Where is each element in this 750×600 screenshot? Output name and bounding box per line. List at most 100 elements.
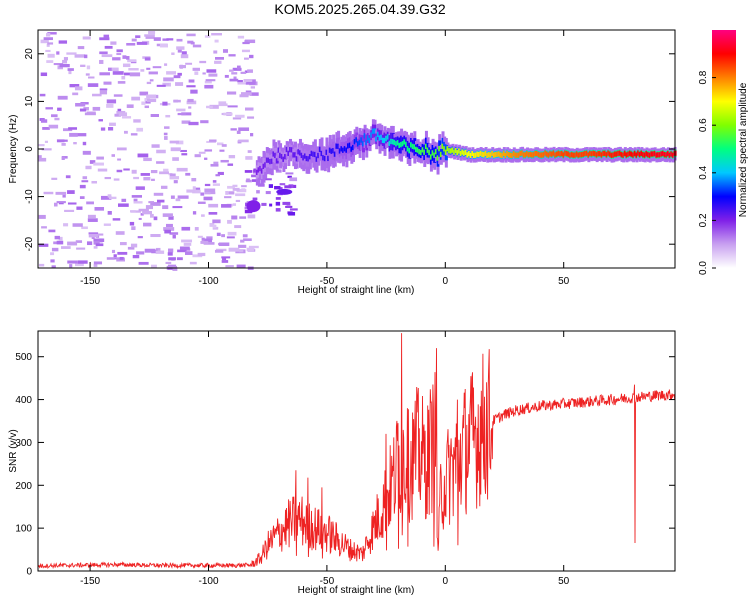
- ridge-core: [622, 152, 626, 158]
- ridge-core: [408, 148, 412, 154]
- ridge-core: [388, 140, 392, 146]
- ridge-core: [262, 163, 266, 169]
- noise-cell: [116, 258, 125, 262]
- noise-cell: [91, 180, 98, 184]
- ridge-core: [282, 156, 286, 162]
- ridge-core: [577, 152, 581, 158]
- noise-cell: [175, 140, 184, 145]
- ridge-core: [564, 150, 568, 156]
- ridge-core: [287, 150, 291, 157]
- noise-cell: [261, 202, 267, 206]
- noise-cell: [200, 120, 209, 124]
- noise-cell: [121, 75, 126, 80]
- noise-cell: [229, 69, 234, 72]
- noise-cell: [241, 188, 246, 192]
- noise-cell: [200, 241, 209, 244]
- noise-cell: [172, 157, 179, 161]
- noise-cell: [176, 108, 186, 112]
- noise-cell: [169, 173, 176, 178]
- noise-cell: [170, 147, 181, 152]
- noise-cell: [221, 256, 231, 259]
- noise-cell: [247, 69, 253, 73]
- ridge-core: [298, 150, 302, 156]
- ridge-core: [410, 142, 414, 148]
- ridge-core: [290, 147, 294, 153]
- noise-cell: [73, 142, 77, 145]
- ridge-core: [531, 152, 535, 158]
- noise-cell: [112, 57, 121, 61]
- noise-cell: [132, 254, 140, 259]
- noise-cell: [216, 232, 221, 237]
- noise-cell: [38, 155, 42, 159]
- ridge-core: [567, 151, 571, 157]
- ridge-core: [572, 152, 576, 158]
- noise-cell: [93, 241, 100, 245]
- ridge-core: [628, 150, 632, 156]
- noise-cell: [208, 73, 218, 77]
- noise-cell: [215, 174, 220, 177]
- noise-cell: [285, 172, 294, 175]
- noise-cell: [179, 65, 186, 69]
- ridge-core: [385, 135, 389, 142]
- chart-title: KOM5.2025.265.04.39.G32: [274, 1, 446, 17]
- ridge-core: [642, 152, 646, 158]
- noise-cell: [247, 214, 256, 219]
- noise-cell: [173, 75, 181, 79]
- noise-cell: [113, 254, 117, 258]
- noise-cell: [149, 79, 154, 82]
- ridge-core: [658, 152, 662, 158]
- ridge-core: [645, 151, 649, 157]
- noise-cell: [93, 162, 104, 166]
- noise-cell: [244, 39, 256, 44]
- noise-cell: [100, 127, 106, 131]
- noise-cell: [197, 201, 206, 204]
- noise-cell: [140, 173, 150, 176]
- noise-cell: [238, 127, 250, 131]
- noise-cell: [218, 242, 230, 247]
- noise-cell: [97, 238, 103, 243]
- noise-cell: [224, 196, 232, 199]
- noise-cell: [61, 246, 71, 249]
- ridge-core: [554, 152, 558, 158]
- noise-cell: [40, 39, 49, 44]
- noise-cell: [76, 206, 83, 210]
- noise-cell: [127, 59, 137, 63]
- noise-cell: [67, 260, 78, 264]
- noise-cell: [117, 158, 122, 161]
- noise-cell: [86, 201, 94, 205]
- noise-cell: [181, 120, 191, 124]
- noise-cell: [99, 88, 108, 91]
- noise-cell: [67, 68, 74, 71]
- ridge-core: [516, 152, 520, 158]
- ridge-core: [274, 152, 278, 159]
- ridge-core: [317, 152, 321, 159]
- noise-cell: [235, 199, 241, 202]
- noise-cell: [250, 133, 254, 137]
- noise-cell: [148, 30, 156, 35]
- noise-cell: [74, 86, 83, 91]
- noise-cell: [41, 148, 52, 151]
- ridge-core: [550, 151, 554, 157]
- ridge-core: [589, 150, 593, 157]
- ridge-core: [496, 151, 500, 157]
- noise-cell: [244, 70, 249, 73]
- ridge-core: [255, 169, 259, 175]
- ridge-core: [492, 152, 496, 158]
- noise-cell: [51, 177, 58, 180]
- noise-cell: [152, 66, 162, 69]
- noise-cell: [148, 201, 155, 204]
- noise-cell: [251, 174, 259, 178]
- noise-cell: [285, 205, 293, 208]
- noise-cell: [64, 209, 75, 213]
- ridge-core: [560, 150, 564, 157]
- noise-cell: [87, 83, 99, 87]
- noise-cell: [94, 207, 105, 211]
- noise-cell: [113, 178, 120, 181]
- noise-cell: [199, 60, 207, 64]
- noise-cell: [206, 140, 216, 143]
- ridge-core: [428, 149, 432, 156]
- noise-cell: [88, 232, 99, 235]
- y-tick-label: 10: [24, 95, 35, 107]
- noise-cell: [186, 33, 196, 37]
